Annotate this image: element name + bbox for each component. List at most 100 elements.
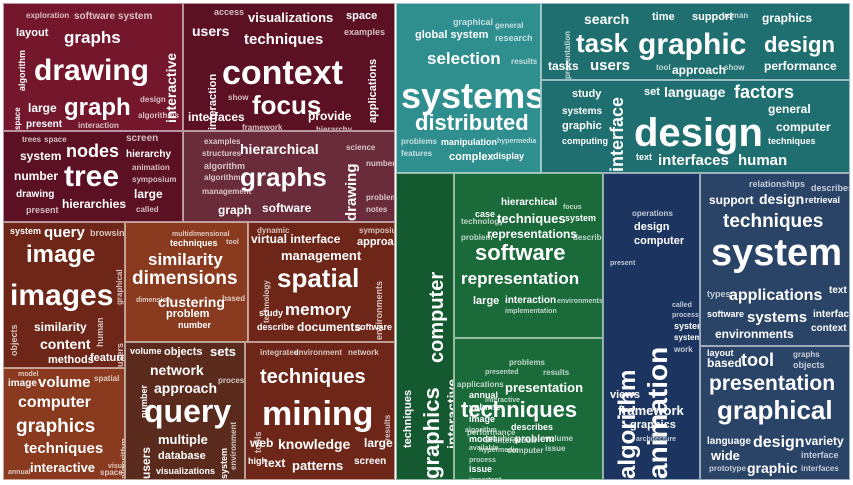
cell-word: hierarchical <box>240 141 319 157</box>
treemap-cell: hierarchical focus case techniques system tec… <box>454 173 603 338</box>
cell-word: approach <box>357 236 394 248</box>
cell-word: science <box>346 143 376 152</box>
cell-word: techniques <box>723 211 824 232</box>
cell-word: knowledge <box>278 436 351 452</box>
cell-word: symposium <box>132 175 177 184</box>
cell-word: environment <box>229 422 238 471</box>
cell-word: techniques <box>497 211 566 226</box>
cell-word: approach <box>154 380 218 396</box>
cell-word: representations <box>487 227 578 241</box>
cell-word: multidimensional <box>172 231 230 238</box>
cell-word: techniques <box>402 389 414 448</box>
cell-word: called <box>672 302 692 309</box>
cell-word: users <box>192 23 230 39</box>
cell-word: graph <box>64 94 131 121</box>
cell-word: clustering <box>158 294 225 310</box>
cell-word: images <box>10 279 114 312</box>
cell-word: design <box>764 32 835 57</box>
cell-word: space <box>100 468 123 477</box>
cell-word: study <box>259 308 284 318</box>
cell-word: environment <box>294 348 343 357</box>
cell-word: systems <box>401 75 541 116</box>
cell-word: process <box>672 312 699 319</box>
cell-word: graphs <box>793 350 820 359</box>
cell-word: query <box>44 224 85 241</box>
cell-word: annual <box>8 469 31 476</box>
cell-word: applications <box>367 58 379 123</box>
cell-word: annual <box>469 390 499 400</box>
cell-word: display <box>493 151 525 161</box>
cell-word: algorithms <box>204 173 245 182</box>
cell-word: graphics <box>419 387 444 479</box>
cell-word: users <box>139 446 153 479</box>
cell-word: prototype <box>709 464 746 473</box>
cell-word: hierarchy <box>316 125 353 131</box>
cell-word: examples <box>344 27 386 37</box>
cell-word: issue <box>469 464 493 474</box>
cell-word: algorithm <box>204 161 246 171</box>
cell-word: presented <box>485 369 519 376</box>
cell-word: wide <box>711 448 740 463</box>
cell-word: tool <box>226 239 239 246</box>
treemap-cell: operations design computer present algorithm… <box>603 173 700 480</box>
treemap-cell: integrated environment network techniques mi… <box>245 342 395 480</box>
cell-word: volume <box>469 402 501 412</box>
cell-word: users <box>115 342 125 367</box>
cell-word: describe <box>257 322 295 332</box>
cell-word: space <box>346 10 378 22</box>
cell-word: describes <box>511 422 554 432</box>
cell-word: drawing <box>34 54 150 87</box>
cell-word: screen <box>126 133 159 144</box>
cell-word: multiple <box>158 432 208 447</box>
cell-word: graphics <box>630 419 676 431</box>
cell-word: called <box>136 205 159 214</box>
cell-word: hierarchy <box>126 149 172 160</box>
cell-word: objects <box>9 324 19 356</box>
cell-word: hypermedia <box>497 138 537 145</box>
cell-word: notes <box>366 205 388 214</box>
cell-word: spatial <box>277 263 360 293</box>
cell-word: present <box>26 119 63 130</box>
cell-word: present <box>610 260 636 267</box>
cell-word: examples <box>204 137 241 146</box>
cell-word: problem <box>366 193 395 202</box>
cell-word: problem <box>515 434 555 445</box>
cell-word: number <box>178 320 212 330</box>
cell-word: design <box>140 95 166 104</box>
cell-word: describes <box>811 183 850 193</box>
cell-word: visualization <box>108 463 124 470</box>
cell-word: computer <box>776 120 831 134</box>
cell-word: visualizations <box>156 466 216 476</box>
cell-word: integrated <box>260 348 299 357</box>
cell-word: methods <box>48 354 94 366</box>
cell-word: animation <box>132 163 170 172</box>
cell-word: system <box>674 321 699 331</box>
cell-word: results <box>511 57 538 66</box>
cell-word: problem <box>461 233 493 242</box>
cell-word: trees <box>22 135 42 144</box>
cell-word: interactive <box>485 397 521 404</box>
cell-word: algorithms <box>138 111 179 120</box>
cell-word: text <box>264 456 286 470</box>
cell-word: support <box>692 11 733 23</box>
cell-word: similarity <box>34 320 87 334</box>
cell-word: context <box>811 323 847 334</box>
cell-word: tool <box>741 350 774 370</box>
cell-word: retrieval <box>805 195 841 205</box>
cell-word: variety <box>805 434 844 448</box>
cell-word: based <box>222 294 246 303</box>
cell-word: users <box>590 57 631 74</box>
cell-word: problems <box>401 137 438 146</box>
cell-word: hypermedia <box>479 447 519 454</box>
cell-word: graphic <box>638 28 747 61</box>
cell-word: human <box>95 317 105 348</box>
cell-word: dimensions <box>132 268 238 289</box>
cell-word: applications <box>457 380 504 389</box>
cell-word: content <box>40 336 91 352</box>
cell-word: operations <box>632 209 673 218</box>
cell-word: large <box>134 187 163 201</box>
treemap-cell: examples structures hierarchical algorithm s… <box>183 131 395 222</box>
cell-word: screen <box>354 456 387 467</box>
cell-word: graphics <box>485 434 519 443</box>
cell-word: design <box>759 191 805 207</box>
